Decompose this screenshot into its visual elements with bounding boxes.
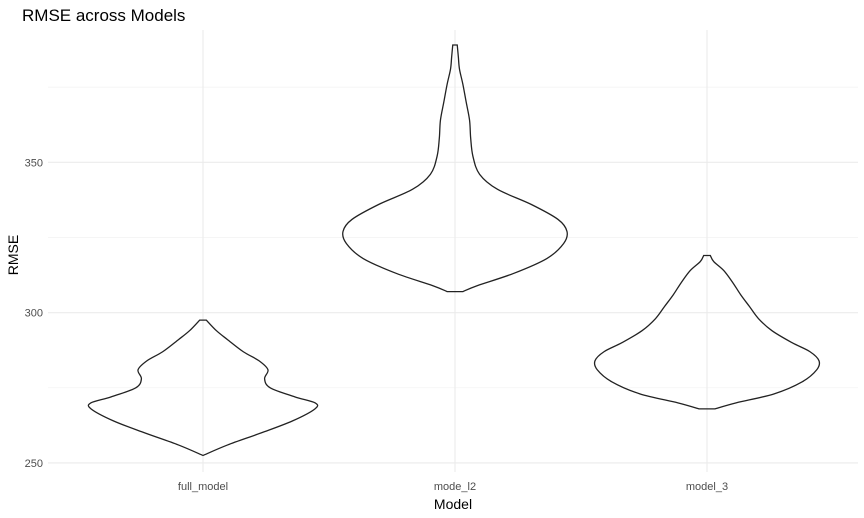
x-tick-label: model_3 xyxy=(686,481,728,493)
violin-full_model xyxy=(87,319,319,457)
y-tick-label: 350 xyxy=(25,157,43,169)
y-axis-ticks: 250 300 350 xyxy=(25,157,43,470)
x-axis-title: Model xyxy=(434,496,472,512)
chart-title: RMSE across Models xyxy=(22,6,185,25)
y-tick-label: 300 xyxy=(25,308,43,320)
grid-lines xyxy=(48,30,858,472)
violin-mode_l2 xyxy=(342,44,568,293)
violins xyxy=(87,44,821,457)
x-axis-ticks: full_model mode_l2 model_3 xyxy=(178,481,728,493)
x-tick-label: full_model xyxy=(178,481,228,493)
y-tick-label: 250 xyxy=(25,458,43,470)
y-axis-title: RMSE xyxy=(5,235,21,275)
violin-model_3 xyxy=(593,254,821,410)
x-tick-label: mode_l2 xyxy=(434,481,476,493)
